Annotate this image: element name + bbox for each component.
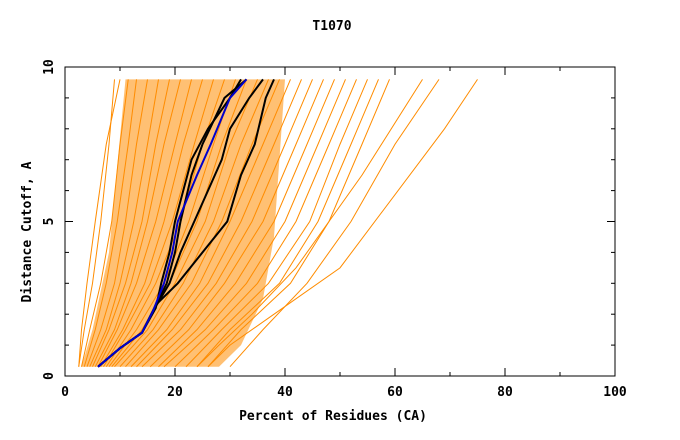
chart-title: T1070	[312, 19, 351, 34]
background-line-7	[100, 79, 203, 367]
background-series-group	[78, 79, 478, 368]
background-line-25	[196, 79, 423, 368]
x-axis-label: Percent of Residues (CA)	[239, 409, 427, 424]
background-line-29	[78, 79, 121, 367]
y-tick-label: 5	[42, 218, 57, 226]
reference-series-group	[97, 78, 248, 368]
background-line-19	[158, 79, 335, 368]
background-line-6	[97, 79, 192, 367]
background-line-13	[119, 79, 269, 368]
x-tick-label: 100	[603, 385, 627, 400]
background-line-12	[114, 79, 258, 368]
background-line-16	[136, 79, 302, 368]
background-line-5	[94, 79, 181, 367]
background-line-17	[141, 79, 313, 368]
background-line-23	[196, 79, 379, 368]
axis-tick-labels: 0 20 40 60 80 100 0 5 10	[42, 59, 627, 400]
background-density-band	[81, 79, 285, 367]
background-line-3	[89, 79, 159, 367]
x-tick-label: 0	[61, 385, 69, 400]
axis-ticks	[64, 66, 616, 377]
background-line-4	[92, 79, 170, 367]
background-line-26	[207, 79, 478, 368]
background-line-2	[86, 79, 148, 367]
background-line-20	[163, 79, 346, 368]
x-tick-label: 20	[167, 385, 183, 400]
x-tick-label: 40	[277, 385, 293, 400]
background-line-24	[207, 79, 390, 368]
background-line-28	[78, 79, 115, 367]
reference-line-0	[97, 78, 248, 368]
background-line-18	[149, 79, 324, 368]
background-line-10	[108, 79, 236, 368]
background-line-27	[229, 79, 440, 368]
x-tick-label: 80	[497, 385, 513, 400]
y-axis-label: Distance Cutoff, A	[20, 161, 35, 302]
background-line-22	[185, 79, 368, 368]
x-tick-label: 60	[387, 385, 403, 400]
background-line-8	[103, 79, 214, 367]
y-tick-label: 0	[42, 372, 57, 380]
background-line-15	[130, 79, 291, 368]
background-line-0	[81, 79, 129, 367]
background-line-1	[83, 79, 137, 367]
background-line-21	[174, 79, 357, 368]
y-tick-label: 10	[42, 59, 57, 75]
